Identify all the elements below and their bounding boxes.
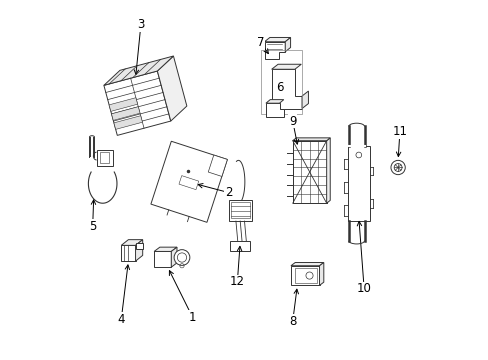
Text: 8: 8 bbox=[288, 315, 296, 328]
Polygon shape bbox=[171, 247, 177, 267]
Polygon shape bbox=[154, 251, 171, 267]
Bar bbox=[294, 268, 316, 283]
Polygon shape bbox=[292, 138, 329, 141]
Polygon shape bbox=[135, 243, 142, 249]
Polygon shape bbox=[111, 107, 140, 120]
Bar bbox=[290, 266, 319, 285]
Polygon shape bbox=[179, 176, 198, 190]
Polygon shape bbox=[271, 69, 302, 109]
Polygon shape bbox=[121, 240, 142, 246]
Polygon shape bbox=[154, 247, 177, 251]
Polygon shape bbox=[265, 103, 283, 117]
Bar bbox=[292, 141, 326, 203]
Polygon shape bbox=[109, 98, 137, 111]
Polygon shape bbox=[264, 37, 290, 42]
Polygon shape bbox=[208, 155, 227, 176]
Circle shape bbox=[390, 160, 405, 175]
Bar bbox=[261, 50, 302, 114]
Text: 10: 10 bbox=[356, 283, 371, 296]
Bar bbox=[228, 200, 251, 221]
Text: 2: 2 bbox=[224, 186, 232, 199]
Bar bbox=[230, 202, 249, 218]
Bar bbox=[97, 150, 113, 166]
Polygon shape bbox=[151, 141, 227, 222]
Text: 12: 12 bbox=[229, 275, 244, 288]
Text: 1: 1 bbox=[188, 311, 196, 324]
Text: 11: 11 bbox=[391, 125, 407, 138]
Polygon shape bbox=[114, 116, 142, 129]
Polygon shape bbox=[290, 262, 323, 266]
Polygon shape bbox=[103, 71, 170, 135]
Polygon shape bbox=[265, 100, 283, 103]
Polygon shape bbox=[271, 64, 301, 69]
Polygon shape bbox=[103, 56, 173, 85]
Polygon shape bbox=[285, 37, 290, 52]
Polygon shape bbox=[157, 56, 186, 121]
Polygon shape bbox=[347, 146, 369, 221]
Polygon shape bbox=[302, 91, 308, 109]
Text: 5: 5 bbox=[89, 220, 96, 233]
Text: 3: 3 bbox=[137, 18, 144, 31]
Polygon shape bbox=[121, 246, 135, 261]
Polygon shape bbox=[135, 240, 142, 261]
Polygon shape bbox=[264, 42, 285, 59]
Circle shape bbox=[174, 249, 189, 265]
Polygon shape bbox=[319, 262, 323, 285]
Text: 9: 9 bbox=[288, 114, 296, 127]
Text: 7: 7 bbox=[256, 36, 264, 49]
Bar bbox=[100, 153, 109, 163]
Polygon shape bbox=[326, 138, 329, 203]
Text: 6: 6 bbox=[276, 81, 284, 94]
Text: 4: 4 bbox=[117, 313, 125, 326]
Bar bbox=[230, 241, 250, 251]
